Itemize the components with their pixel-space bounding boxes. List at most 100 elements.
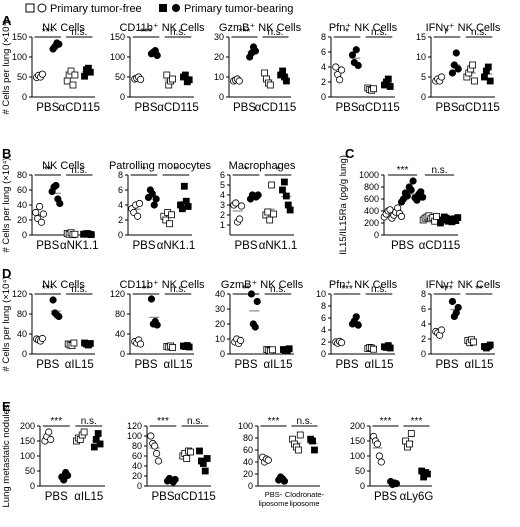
data-point-free [232,199,240,207]
data-point-free [470,338,477,346]
data-point-free [187,448,194,456]
x-group-label-line: PBS [234,359,257,371]
data-point-free [236,336,245,345]
data-point-bearing [352,46,360,54]
significance-label: n.s. [170,27,186,38]
y-tick-label: 10 [416,52,426,62]
legend-open-circle [37,3,47,13]
significance-label: ** [44,165,52,176]
data-point-bearing [153,321,161,329]
data-point-free [136,75,145,84]
x-group-label-line: αIL15 [163,359,192,371]
data-point-free [266,81,274,89]
y-tick-label: 15 [416,32,426,42]
significance-label: * [244,165,248,176]
data-point-free [32,208,40,217]
significance-label: *** [380,416,392,427]
data-point-bearing [486,77,494,85]
data-point-free [169,344,176,351]
data-point-bearing [181,71,189,79]
data-point-bearing [171,475,179,484]
x-group-label-line: αIL15 [74,491,103,503]
x-group-label: αIL15 [65,359,94,371]
chart-panel-13: Pfn⁺ NK Cells 0 2 4 6 8 10 PBS αIL15 *** n.s. [316,279,398,371]
y-tick-label: 80 [132,441,142,451]
data-point-free [236,215,244,223]
y-tick-label: 4 [321,325,326,335]
data-point-bearing [63,471,72,480]
y-tick-label: 100 [350,451,365,461]
y-tick-label: 0 [360,481,365,491]
data-point-bearing [147,295,156,303]
y-tick-label: 0 [120,92,125,102]
data-point-free [169,75,176,83]
y-tick-label: 10 [214,72,224,82]
chart-title: CD11b⁺ NK Cells [119,279,205,291]
data-point-free [166,220,174,228]
legend-free-label: Primary tumor-free [50,3,142,15]
y-tick-label: 4 [421,319,426,329]
panel-letter-b: B [2,146,11,161]
y-tick-label: 3 [220,200,225,210]
data-point-bearing [413,196,421,204]
x-group-label: PBS [234,240,257,252]
y-tick-label: 8 [118,170,123,180]
data-point-free [373,440,382,448]
x-group-label: PBS [435,359,458,371]
x-group-label: αNK1.1 [60,240,99,252]
y-tick-label: 5 [421,72,426,82]
y-tick-label: 8 [321,301,326,311]
data-point-bearing [90,443,98,451]
x-group-label: PBS [36,359,59,371]
data-point-bearing [185,343,193,351]
data-point-bearing [55,40,63,48]
x-group-label: PBS [391,240,414,252]
x-group-label-line: PBS [233,102,256,114]
y-axis-label: # Cells per lung (×10⁴) [1,19,12,114]
legend-filled-square [159,4,167,12]
x-group-label-line: αIL15 [364,359,393,371]
data-point-free [35,202,44,211]
x-group-label: PBS [435,102,458,114]
y-tick-label: 100 [110,52,125,62]
x-group-label-line: αIL15 [464,359,493,371]
data-point-bearing [52,181,60,190]
x-group-label: αCD115 [255,102,297,114]
y-tick-label: 0 [22,230,27,240]
y-axis-label: # Cells per lung (×10⁴) [1,157,12,252]
data-point-bearing [56,199,64,208]
data-point-bearing [81,72,88,80]
data-point-free [264,208,272,216]
data-point-bearing [283,77,290,85]
data-point-bearing [280,178,288,186]
data-point-bearing [386,83,394,90]
y-tick-label: 0 [118,230,123,240]
data-point-free [261,69,268,77]
data-point-bearing [178,205,186,213]
data-point-free [269,346,276,354]
significance-label: *** [239,27,251,38]
significance-label: ** [475,284,483,295]
y-tick-label: 800 [364,182,379,192]
y-tick-label: 8 [321,32,326,42]
data-point-free [47,435,55,444]
x-group-label-line: PBS [335,359,358,371]
significance-label: * [345,27,349,38]
x-group-label-line: αNK1.1 [60,240,99,252]
y-tick-label: 30 [215,304,225,314]
data-point-free [471,77,478,85]
chart-title: Pfn⁺ NK Cells [329,22,398,34]
data-point-free [136,340,145,348]
x-group-label-line: αCD115 [458,102,500,114]
x-group-label: αLy6G [400,491,434,503]
x-group-label: PBS [132,240,155,252]
y-tick-label: 1000 [359,170,379,180]
data-point-free [183,455,191,462]
x-group-label: PBS [134,102,157,114]
y-tick-label: 200 [364,218,379,228]
significance-label: ** [242,284,250,295]
y-tick-label: 5 [220,180,225,190]
x-group-label-line: PBS [151,491,174,503]
